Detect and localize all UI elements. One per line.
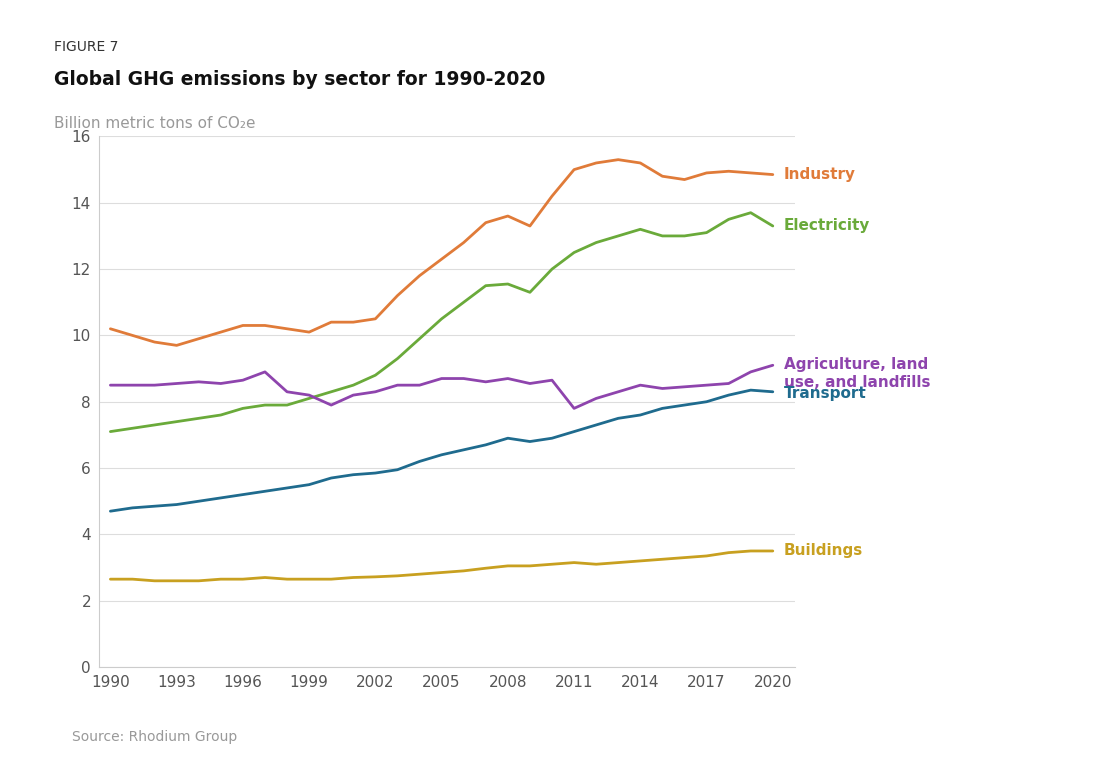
Text: Agriculture, land
use, and landfills: Agriculture, land use, and landfills — [784, 357, 931, 390]
Text: Buildings: Buildings — [784, 543, 863, 559]
Text: Transport: Transport — [784, 386, 867, 401]
Text: Global GHG emissions by sector for 1990-2020: Global GHG emissions by sector for 1990-… — [54, 70, 545, 89]
Text: Source: Rhodium Group: Source: Rhodium Group — [72, 731, 237, 744]
Text: Billion metric tons of CO₂e: Billion metric tons of CO₂e — [54, 116, 256, 131]
Text: FIGURE 7: FIGURE 7 — [54, 40, 118, 55]
Text: Industry: Industry — [784, 167, 856, 182]
Text: Electricity: Electricity — [784, 218, 870, 233]
